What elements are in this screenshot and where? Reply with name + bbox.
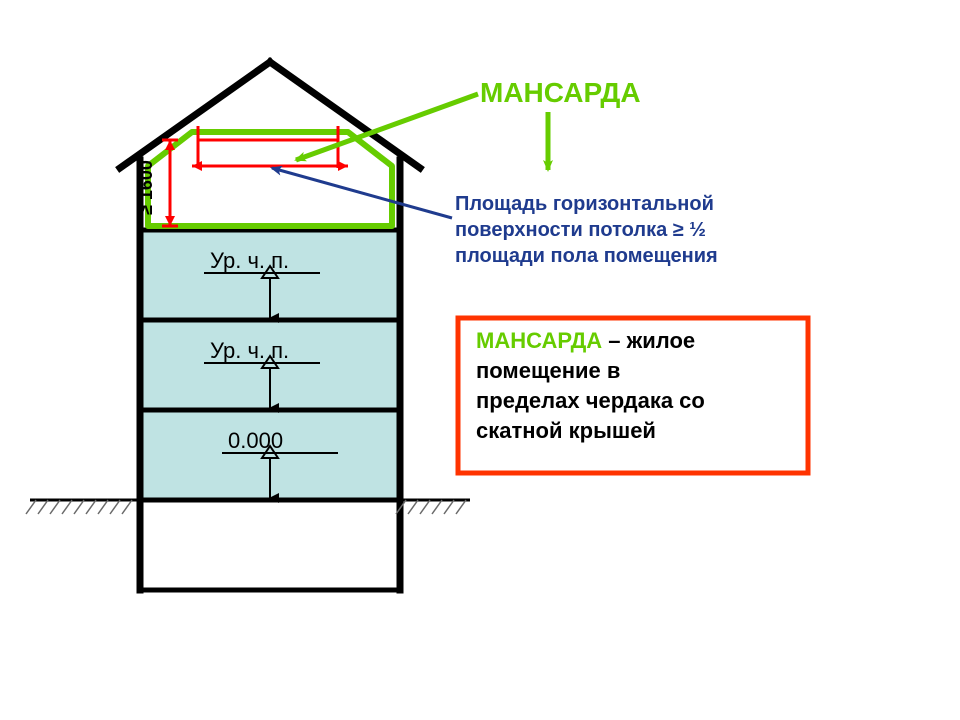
ground-right-hatch <box>420 500 430 514</box>
ground-left-hatch <box>50 500 60 514</box>
roof-right <box>270 62 420 168</box>
ground-right-hatch <box>408 500 418 514</box>
ground-right-hatch <box>456 500 466 514</box>
definition-line-2: скатной крышей <box>476 418 656 443</box>
definition-line-1: пределах чердака со <box>476 388 705 413</box>
midline-arrow-1 <box>338 161 348 171</box>
definition-line-0: помещение в <box>476 358 620 383</box>
ground-left-hatch <box>74 500 84 514</box>
floor-label-1: Ур. ч. п. <box>210 338 289 363</box>
explanation-line-1: поверхности потолка ≥ ½ <box>455 219 706 241</box>
roof-left <box>120 62 270 168</box>
floor-label-0: Ур. ч. п. <box>210 248 289 273</box>
svg-text:МАНСАРДА – жилое: МАНСАРДА – жилое <box>476 328 695 353</box>
explanation-line-0: Площадь горизонтальной <box>455 193 714 215</box>
definition-text: МАНСАРДА – жилое помещение в пределах черд… <box>476 328 705 443</box>
ground-right-hatch <box>444 500 454 514</box>
ground-left-hatch <box>122 500 132 514</box>
ground-left-hatch <box>98 500 108 514</box>
mansard-outline <box>148 132 392 226</box>
ground-left-hatch <box>86 500 96 514</box>
ground-left-hatch <box>62 500 72 514</box>
ground-left-hatch <box>38 500 48 514</box>
ground-left-hatch <box>110 500 120 514</box>
explanation-line-2: площади пола помещения <box>455 245 718 267</box>
title-mansarda: МАНСАРДА <box>480 77 641 108</box>
ground-right-hatch <box>432 500 442 514</box>
height-dim-label: ≥ 1600 <box>136 160 156 215</box>
floor-label-2: 0.000 <box>228 428 283 453</box>
mansard-diagram: ≥ 1600 Ур. ч. п. Ур. ч. п. 0.000 МАНСАРДА Пло… <box>0 0 960 720</box>
arrow-blue-ceiling <box>272 168 452 218</box>
ground-left-hatch <box>26 500 36 514</box>
